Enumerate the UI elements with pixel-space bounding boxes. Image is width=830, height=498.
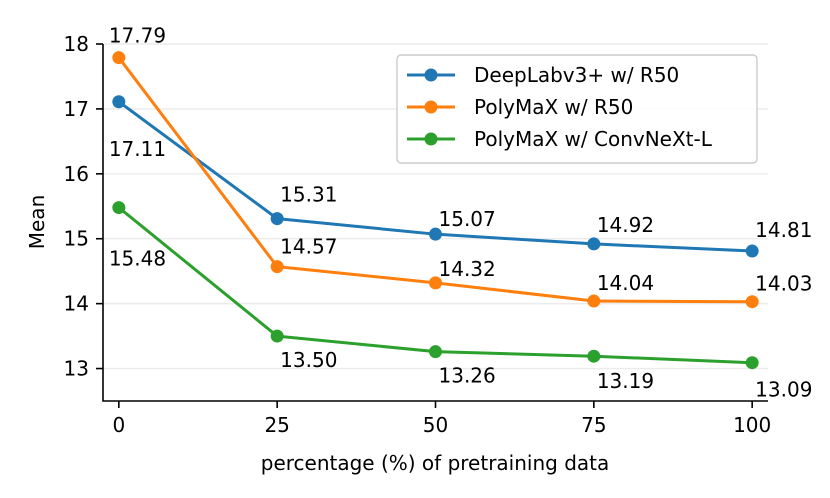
data-point xyxy=(112,201,126,215)
x-tick-label: 75 xyxy=(581,413,606,437)
data-point xyxy=(270,212,284,226)
data-point xyxy=(587,349,601,363)
legend-label: PolyMaX w/ R50 xyxy=(474,95,633,119)
axes xyxy=(102,44,768,402)
data-point xyxy=(745,356,759,370)
legend-marker xyxy=(424,100,438,114)
data-point xyxy=(270,260,284,274)
y-axis-label: Mean xyxy=(25,195,49,250)
data-label: 17.11 xyxy=(109,137,166,161)
data-label: 14.92 xyxy=(597,213,654,237)
x-tick-label: 25 xyxy=(264,413,289,437)
data-label: 13.26 xyxy=(439,364,496,388)
y-tick-label: 13 xyxy=(64,357,89,381)
data-label: 13.50 xyxy=(280,348,337,372)
data-point xyxy=(429,345,442,359)
data-label: 14.04 xyxy=(597,271,654,295)
data-point xyxy=(429,227,442,241)
data-point xyxy=(587,294,601,308)
axis-spines xyxy=(102,44,768,402)
x-axis-ticks: 0 25 50 75 100 xyxy=(112,401,771,437)
data-label: 14.32 xyxy=(439,257,496,281)
x-axis-label: percentage (%) of pretraining data xyxy=(261,451,610,475)
data-point xyxy=(745,244,759,258)
legend-marker xyxy=(424,132,438,146)
legend-marker xyxy=(424,68,438,82)
y-tick-label: 15 xyxy=(64,227,89,251)
data-label: 13.19 xyxy=(597,369,654,393)
data-label: 13.09 xyxy=(755,378,812,402)
data-point xyxy=(112,51,126,65)
data-label: 15.48 xyxy=(109,247,166,271)
data-point xyxy=(270,329,284,343)
data-point xyxy=(112,95,126,109)
x-tick-label: 0 xyxy=(112,413,125,437)
data-point xyxy=(745,295,759,309)
data-label: 14.57 xyxy=(280,235,337,259)
x-tick-label: 100 xyxy=(733,413,771,437)
legend: DeepLabv3+ w/ R50 PolyMaX w/ R50 PolyMaX w… xyxy=(396,54,758,164)
y-tick-label: 16 xyxy=(64,162,89,186)
data-labels: 17.11 15.31 15.07 14.92 14.81 17.79 14.57 14.32… xyxy=(109,24,813,402)
legend-label: PolyMaX w/ ConvNeXt-L xyxy=(474,127,713,151)
data-label: 17.79 xyxy=(109,24,166,48)
y-tick-label: 17 xyxy=(64,97,89,121)
y-tick-label: 14 xyxy=(64,292,89,316)
data-point xyxy=(587,237,601,251)
x-tick-label: 50 xyxy=(423,413,448,437)
data-label: 14.81 xyxy=(755,218,812,242)
data-label: 14.03 xyxy=(755,272,812,296)
series-layer xyxy=(112,51,759,370)
data-point xyxy=(429,276,442,290)
data-label: 15.31 xyxy=(280,183,337,207)
legend-label: DeepLabv3+ w/ R50 xyxy=(474,63,679,87)
legend-frame xyxy=(396,54,758,164)
data-label: 15.07 xyxy=(439,207,496,231)
y-tick-label: 18 xyxy=(64,32,89,56)
y-axis-ticks: 13 14 15 16 17 18 xyxy=(64,32,103,381)
